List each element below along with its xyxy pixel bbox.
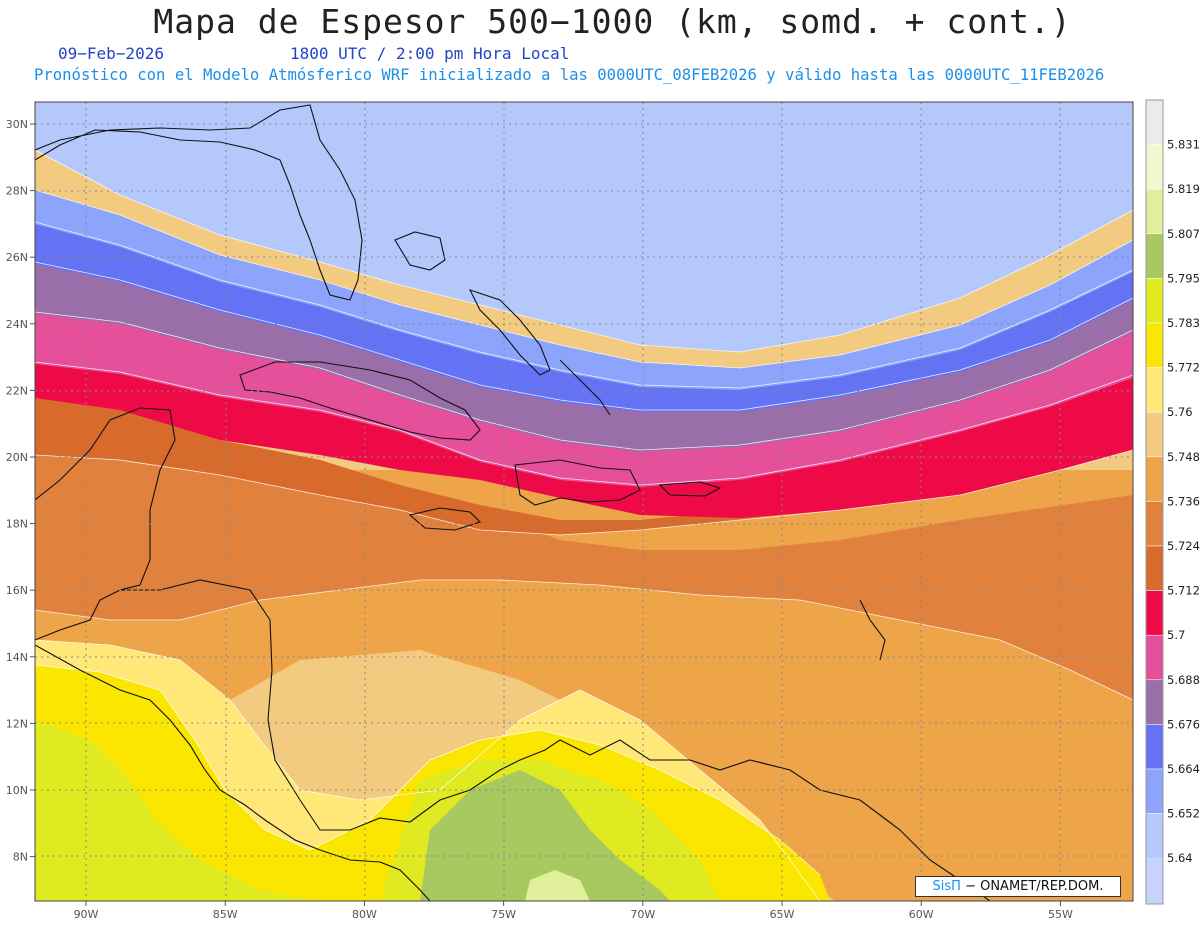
lon-label-90W: 90W bbox=[74, 908, 99, 921]
colorbar-label-13: 5.676 bbox=[1167, 717, 1200, 731]
lat-label-10N: 10N bbox=[6, 784, 28, 797]
colorbar-label-2: 5.807 bbox=[1167, 227, 1200, 241]
colorbar-label-5: 5.772 bbox=[1167, 361, 1200, 375]
field-band-5664 bbox=[35, 222, 1133, 412]
field-band-5688 bbox=[35, 312, 1133, 487]
colorbar-swatch-11 bbox=[1145, 590, 1164, 636]
colorbar-swatch-16 bbox=[1145, 813, 1164, 859]
colorbar-label-4: 5.783 bbox=[1167, 316, 1200, 330]
forecast-date: 09−Feb−2026 bbox=[58, 44, 164, 63]
field-band-5807 bbox=[525, 870, 590, 901]
colorbar-swatch-14 bbox=[1145, 724, 1164, 770]
colorbar-swatch-5 bbox=[1145, 322, 1164, 368]
lat-label-20N: 20N bbox=[6, 451, 28, 464]
colorbar-swatch-10 bbox=[1145, 545, 1164, 591]
colorbar-label-1: 5.819 bbox=[1167, 182, 1200, 196]
model-info: Pronóstico con el Modelo Atmósferico WRF… bbox=[34, 66, 1105, 84]
lat-label-24N: 24N bbox=[6, 318, 28, 331]
lat-label-16N: 16N bbox=[6, 584, 28, 597]
lat-label-18N: 18N bbox=[6, 518, 28, 531]
colorbar-swatch-9 bbox=[1145, 501, 1164, 547]
colorbar-label-8: 5.736 bbox=[1167, 494, 1200, 508]
colorbar-label-11: 5.7 bbox=[1167, 628, 1185, 642]
credit-box: SisΠ − ONAMET/REP.DOM. bbox=[915, 876, 1121, 897]
lat-label-30N: 30N bbox=[6, 118, 28, 131]
lat-label-14N: 14N bbox=[6, 651, 28, 664]
field-band-5700 bbox=[35, 362, 1133, 518]
colorbar-swatch-8 bbox=[1145, 456, 1164, 502]
colorbar-label-14: 5.664 bbox=[1167, 762, 1200, 776]
lon-label-75W: 75W bbox=[491, 908, 516, 921]
contour-lines bbox=[35, 149, 1133, 901]
credit-org: − ONAMET/REP.DOM. bbox=[965, 879, 1104, 894]
colorbar-label-0: 5.831 bbox=[1167, 138, 1200, 152]
lat-label-26N: 26N bbox=[6, 251, 28, 264]
lat-label-12N: 12N bbox=[6, 717, 28, 730]
lon-label-55W: 55W bbox=[1048, 908, 1073, 921]
colorbar-swatch-4 bbox=[1145, 278, 1164, 324]
map-frame bbox=[34, 101, 1134, 902]
colorbar-swatch-13 bbox=[1145, 679, 1164, 725]
longitude-labels: 90W 85W 80W 75W 70W 65W 60W 55W bbox=[74, 901, 1073, 921]
colorbar-swatch-15 bbox=[1145, 768, 1164, 814]
colorbar-label-15: 5.652 bbox=[1167, 807, 1200, 821]
colorbar-label-16: 5.64 bbox=[1167, 851, 1193, 865]
lon-label-85W: 85W bbox=[213, 908, 238, 921]
lon-label-65W: 65W bbox=[770, 908, 795, 921]
colorbar-swatch-12 bbox=[1145, 634, 1164, 681]
colorbar-label-6: 5.76 bbox=[1167, 405, 1193, 419]
colorbar-label-10: 5.712 bbox=[1167, 584, 1200, 598]
colorbar-swatch-7 bbox=[1145, 411, 1164, 458]
colorbar-swatch-2 bbox=[1145, 188, 1164, 235]
forecast-time: 1800 UTC / 2:00 pm Hora Local bbox=[290, 44, 570, 63]
lat-label-28N: 28N bbox=[6, 185, 28, 198]
filled-contours bbox=[35, 102, 1133, 901]
colorbar-swatch-1 bbox=[1145, 144, 1164, 190]
colorbar-swatch-0 bbox=[1145, 99, 1164, 145]
credit-brand: SisΠ bbox=[932, 879, 961, 894]
colorbar-label-12: 5.688 bbox=[1167, 673, 1200, 687]
colorbar-swatch-6 bbox=[1145, 367, 1164, 413]
lon-label-60W: 60W bbox=[909, 908, 934, 921]
lat-label-22N: 22N bbox=[6, 384, 28, 397]
field-band-5795 bbox=[420, 770, 670, 901]
field-band-5652 bbox=[35, 190, 1133, 390]
colorbar-swatch-3 bbox=[1145, 233, 1164, 279]
lat-label-8N: 8N bbox=[13, 851, 28, 864]
lon-label-70W: 70W bbox=[630, 908, 655, 921]
colorbar-swatch-bottom bbox=[1146, 858, 1163, 904]
colorbar-label-7: 5.748 bbox=[1167, 450, 1200, 464]
map-title: Mapa de Espesor 500−1000 (km, somd. + co… bbox=[153, 2, 1072, 41]
colorbar-label-3: 5.795 bbox=[1167, 271, 1200, 285]
lon-label-80W: 80W bbox=[352, 908, 377, 921]
colorbar-label-9: 5.724 bbox=[1167, 539, 1200, 553]
colorbar: 5.831 5.819 5.807 5.795 5.783 5.772 5.76 5.748 5… bbox=[1145, 99, 1200, 905]
latitude-labels: 30N 28N 26N 24N 22N 20N 18N 16N 14N 12N 10N 8N bbox=[6, 118, 35, 864]
lat-lon-grid bbox=[35, 102, 1133, 901]
field-band-5676 bbox=[35, 262, 1133, 452]
field-band-5640 bbox=[35, 102, 1133, 352]
coastlines bbox=[35, 104, 991, 901]
